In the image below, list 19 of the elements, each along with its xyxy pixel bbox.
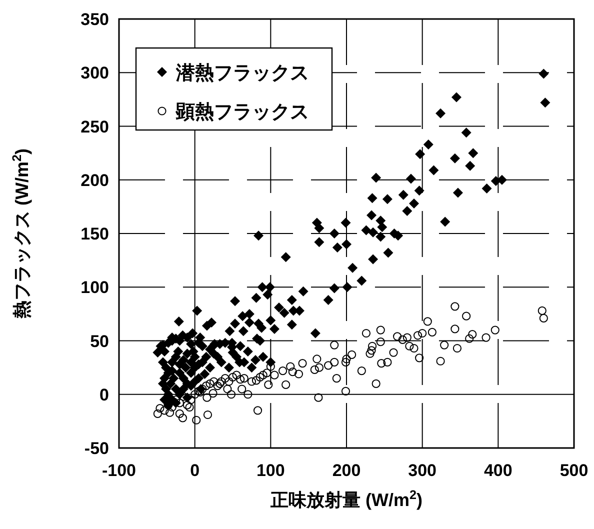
x-tick-label: -100 xyxy=(102,461,136,480)
x-tick-label: 100 xyxy=(256,461,285,480)
y-tick-label: 300 xyxy=(80,64,109,83)
y-tick-label: 350 xyxy=(80,10,109,29)
y-tick-label: 200 xyxy=(80,170,109,190)
legend-label: 潜熱フラックス xyxy=(175,62,309,84)
x-axis-title: 正味放射量 (W/m$^{2}$) xyxy=(269,488,423,510)
x-tick-label: 300 xyxy=(408,461,437,480)
y-tick-label: 100 xyxy=(80,278,109,298)
x-tick-label: 500 xyxy=(560,461,588,480)
y-tick-label: -50 xyxy=(84,439,109,458)
x-tick-label: 400 xyxy=(484,461,512,480)
x-tick-label: 0 xyxy=(190,461,200,480)
legend-label: 顕熱フラックス xyxy=(175,101,309,123)
y-tick-label: 250 xyxy=(80,117,109,136)
y-tick-label: 150 xyxy=(80,224,109,244)
y-tick-label: 50 xyxy=(90,332,109,351)
x-tick-label: 200 xyxy=(332,461,361,480)
y-tick-label: 0 xyxy=(100,385,109,404)
